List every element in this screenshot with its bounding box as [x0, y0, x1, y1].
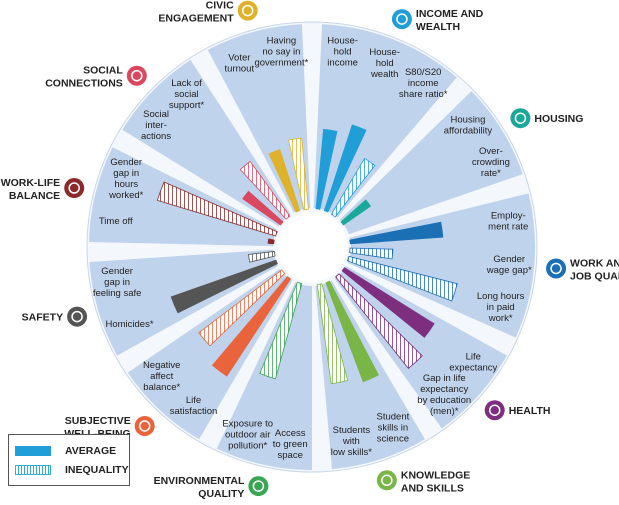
dimension-work-and-job-quality: WORK ANDJOB QUALITY [570, 257, 619, 282]
ballot-icon [237, 0, 258, 21]
dimension-sector-social-connections [122, 59, 291, 227]
people-icon [126, 65, 147, 86]
bar-negative-affect-balance [198, 269, 286, 347]
label-life-satisfaction: Life satisfaction [170, 395, 218, 417]
bar-house-hold-income [315, 128, 338, 210]
bar-time-off [267, 238, 275, 245]
legend-inequality-label: INEQUALITY [65, 464, 129, 476]
label-gender-wage-gap: Gender wage gap* [486, 254, 532, 276]
dimension-knowledge-and-skills: KNOWLEDGE AND SKILLS [401, 469, 470, 494]
chart-legend: AVERAGE INEQUALITY [8, 434, 130, 486]
dimension-environmental-quality: ENVIRONMENTAL QUALITY [154, 475, 245, 500]
bar-long-hours-in-paid-work [346, 255, 458, 302]
bar-life-satisfaction [211, 276, 292, 377]
dimension-civic-engagement: CIVIC ENGAGEMENT [158, 0, 234, 25]
house-icon [510, 108, 531, 129]
dimension-sector-income-and-wealth [313, 24, 457, 218]
label-voter-turnout: Voter turnout [225, 52, 255, 74]
dimension-work-life-balance: WORK-LIFE BALANCE [1, 177, 61, 202]
label-social-inter-actions: Social inter-actions [141, 109, 171, 142]
bar-homicides [170, 259, 278, 314]
bar-student-skills-in-science [325, 280, 379, 383]
center-hole [277, 212, 347, 282]
label-employ-ment-rate: Employ-ment rate [488, 210, 528, 232]
label-gender-gap-in-feeling-safe: Gender gap in feeling safe [93, 266, 142, 299]
label-long-hours-in-paid-work: Long hours in paid work* [477, 291, 525, 324]
label-housing-affordability: Housing affordability [444, 114, 493, 136]
label-lack-of-social-support: Lack of social support* [169, 78, 205, 111]
briefcase-icon [546, 258, 567, 279]
dimension-income-and-wealth: INCOME AND WEALTH [416, 8, 484, 33]
bar-social-inter-actions [242, 190, 284, 226]
bar-life-expectancy [341, 267, 435, 338]
indicator-bars [156, 124, 458, 385]
dimension-health: HEALTH [509, 405, 551, 417]
label-s80-s20-income-share-ratio: S80/S20 income share ratio* [399, 67, 448, 100]
dimension-safety: SAFETY [22, 312, 63, 324]
legend-inequality: INEQUALITY [15, 463, 129, 477]
book-icon [376, 470, 397, 491]
bar-having-no-say-in-government [288, 137, 309, 211]
tree-icon [248, 476, 269, 497]
indicator-labels: House-hold income House-hold wealth S80/S20 i… [93, 35, 532, 460]
bar-s80-s20-income-share-ratio [330, 157, 376, 218]
label-negative-affect-balance: Negative affect balance* [143, 360, 181, 393]
dimension-sector-work-and-job-quality [347, 193, 535, 338]
bar-house-hold-wealth [323, 124, 367, 213]
bar-students-with-low-skills [316, 283, 349, 385]
legend-average: AVERAGE [15, 444, 116, 458]
bar-exposure-to-outdoor-air-pollution [259, 281, 303, 380]
label-exposure-to-outdoor-air-pollution: Exposure to outdoor air pollution* [222, 418, 273, 451]
label-house-hold-wealth: House-hold wealth [369, 47, 400, 80]
legend-average-swatch [15, 446, 51, 456]
label-students-with-low-skills: Students with low skills* [331, 425, 372, 458]
bar-lack-of-social-support [239, 160, 291, 220]
dimension-sector-housing [339, 91, 523, 235]
legend-average-label: AVERAGE [65, 445, 117, 457]
legend-inequality-swatch [15, 465, 51, 475]
bar-gap-in-life-expectancy-by-education-men [335, 273, 423, 369]
dimension-social-connections: SOCIAL CONNECTIONS [45, 65, 123, 90]
runner-icon [67, 306, 88, 327]
bar-voter-turnout [268, 149, 301, 213]
bar-gender-gap-in-hours-worked [156, 181, 278, 237]
label-gap-in-life-expectancy-by-education-men: Gap in life expectancy by education (men)* [417, 373, 471, 417]
dimension-housing: HOUSING [534, 113, 583, 125]
bar-housing-affordability [340, 199, 372, 226]
bar-gender-wage-gap [349, 247, 394, 260]
label-house-hold-income: House-hold income [327, 35, 358, 68]
label-over-crowding-rate: Over-crowding rate* [472, 146, 510, 179]
scales-icon [64, 178, 85, 199]
label-homicides: Homicides* [105, 319, 153, 330]
dimension-sector-health [334, 265, 507, 429]
heart-icon [134, 415, 155, 436]
label-time-off: Time off [99, 216, 133, 227]
money-icon [391, 9, 412, 30]
label-student-skills-in-science: Student skills in science [377, 412, 410, 445]
label-gender-gap-in-hours-worked: Gender gap in hours worked* [108, 157, 144, 201]
cross-icon [484, 400, 505, 421]
label-life-expectancy: Life expectancy [449, 351, 497, 373]
dimension-sector-subjective-well-being [127, 268, 293, 440]
label-access-to-green-space: Access to green space [273, 428, 308, 461]
bar-employ-ment-rate [349, 221, 444, 245]
label-having-no-say-in-government: Having no say in government* [254, 35, 308, 68]
bar-gender-gap-in-feeling-safe [247, 250, 276, 263]
